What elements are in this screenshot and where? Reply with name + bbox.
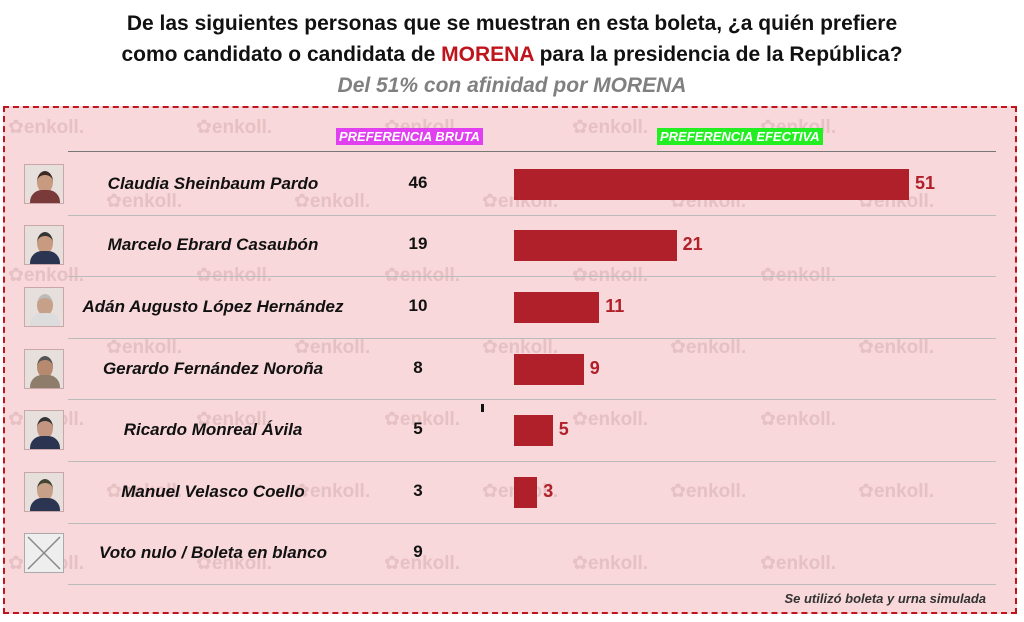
preferencia-efectiva-label: 51 (915, 172, 936, 193)
preferencia-efectiva-label: 11 (605, 296, 625, 316)
row-divider (68, 276, 996, 278)
preferencia-efectiva-bar (514, 353, 584, 385)
preferencia-efectiva-bar (514, 292, 600, 323)
title-highlight: MORENA (441, 43, 534, 66)
header-preferencia-bruta: PREFERENCIA BRUTA (336, 128, 483, 145)
preferencia-bruta-value: 8 (413, 357, 423, 377)
preferencia-efectiva-label: 9 (589, 357, 600, 378)
header-preferencia-efectiva: PREFERENCIA EFECTIVA (657, 128, 823, 145)
title-line-1: De las siguientes personas que se muestr… (126, 12, 898, 35)
row-divider (68, 584, 996, 586)
title-line-2-post: para la presidencia de la República? (533, 43, 903, 66)
row-divider (68, 399, 996, 401)
preferencia-efectiva-bar (514, 230, 677, 262)
candidate-name: Ricardo Monreal Ávila (123, 420, 303, 440)
photo-head (37, 417, 53, 440)
candidate-name: Marcelo Ebrard Casaubón (107, 235, 319, 255)
footnote: Se utilizó boleta y urna simulada (784, 591, 986, 606)
candidate-name: Claudia Sheinbaum Pardo (107, 173, 319, 193)
header-divider (68, 151, 996, 152)
preferencia-efectiva-bar (514, 476, 538, 508)
row-divider (68, 461, 996, 462)
candidate-name: Manuel Velasco Coello (121, 481, 305, 501)
chart-subtitle: Del 51% con afinidad por MORENA (337, 74, 687, 97)
preferencia-efectiva-label: 3 (543, 480, 554, 501)
row-divider (68, 522, 996, 524)
preferencia-efectiva-label: 5 (558, 419, 569, 440)
candidate-photo (24, 410, 64, 451)
photo-head (37, 294, 53, 316)
candidate-photo (24, 225, 64, 266)
photo-body (30, 497, 60, 511)
candidate-photo (24, 287, 64, 327)
preferencia-efectiva-bar (514, 415, 553, 447)
preferencia-bruta-value: 46 (408, 172, 428, 192)
chart-title: De las siguientes personas que se muestr… (0, 8, 1024, 70)
blank-ballot-icon (24, 533, 64, 574)
preferencia-bruta-value: 9 (413, 542, 423, 562)
candidate-name: Voto nulo / Boleta en blanco (99, 543, 327, 563)
candidate-name: Gerardo Fernández Noroña (102, 358, 324, 378)
photo-head (37, 355, 53, 378)
row-divider (68, 337, 996, 339)
preferencia-bruta-value: 10 (408, 296, 428, 315)
preferencia-bruta-value: 19 (408, 234, 428, 254)
photo-head (37, 478, 53, 501)
preferencia-efectiva-bar (514, 168, 909, 200)
row-divider (68, 214, 996, 216)
title-line-2: como candidato o candidata de MORENA par… (0, 39, 1024, 70)
photo-head (37, 170, 53, 193)
photo-body (30, 313, 60, 326)
preferencia-efectiva-label: 21 (682, 234, 703, 255)
stray-tick-mark (481, 404, 484, 412)
preferencia-bruta-value: 3 (413, 480, 423, 500)
photo-body (30, 374, 60, 388)
photo-body (30, 189, 60, 203)
candidate-photo (24, 348, 64, 389)
candidate-name: Adán Augusto López Hernández (82, 297, 344, 316)
photo-body (30, 436, 60, 450)
photo-body (30, 251, 60, 265)
preferencia-bruta-value: 5 (413, 419, 423, 439)
candidate-photo (24, 163, 64, 204)
title-line-2-pre: como candidato o candidata de (121, 43, 442, 66)
candidate-photo (24, 471, 64, 512)
photo-head (37, 232, 53, 255)
